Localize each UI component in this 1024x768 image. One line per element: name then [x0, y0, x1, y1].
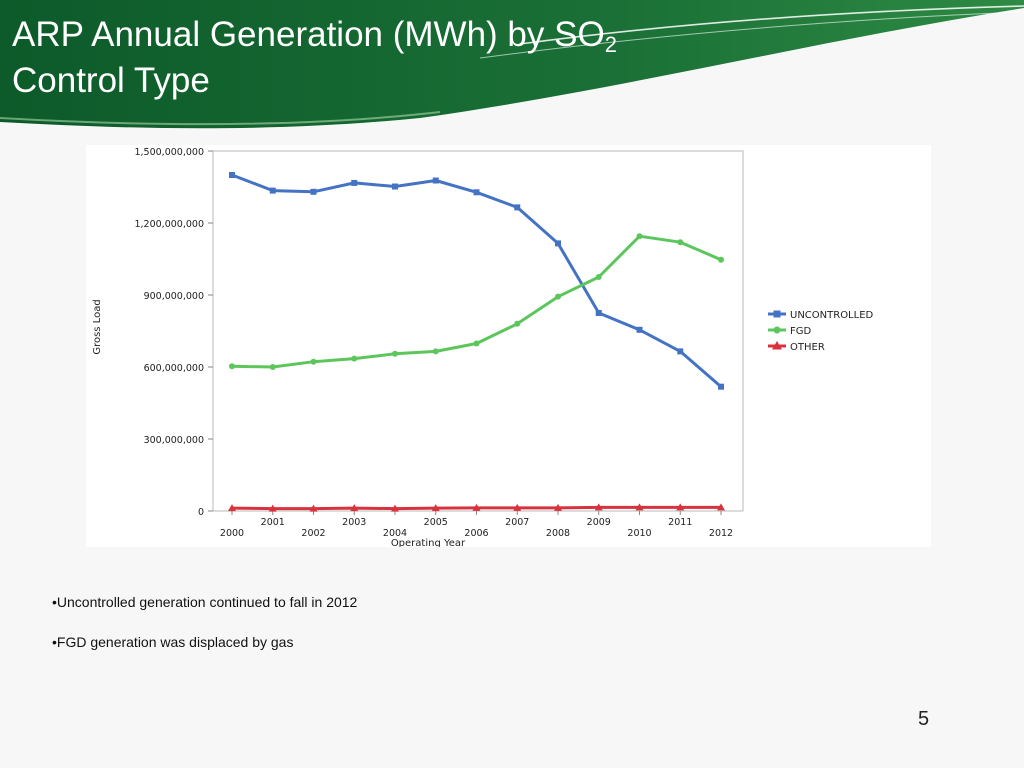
header-banner: [0, 0, 1024, 129]
y-tick-label: 300,000,000: [144, 435, 204, 446]
data-point-fgd: [636, 233, 643, 240]
series-line-fgd: [231, 234, 722, 369]
y-tick-label: 0: [198, 507, 204, 518]
data-point-uncontrolled: [718, 383, 724, 390]
data-point-fgd: [310, 358, 317, 365]
y-tick-label: 1,200,000,000: [134, 219, 204, 230]
title-line2: Control Type: [12, 61, 210, 100]
x-tick-label: 2010: [627, 528, 651, 539]
data-point-uncontrolled: [514, 204, 521, 211]
y-tick-label: 600,000,000: [144, 363, 204, 374]
data-point-fgd: [595, 274, 602, 280]
line-chart: 0 300,000,000 600,000,000 900,000,000 1,200,…: [92, 147, 874, 547]
data-point-other: [350, 504, 359, 512]
legend-marker-other: [772, 341, 782, 350]
data-point-fgd: [269, 364, 276, 370]
data-point-fgd: [555, 293, 561, 300]
data-point-other: [309, 504, 318, 512]
slide-title: ARP Annual Generation (MWh) by SO2 Contro…: [12, 12, 617, 104]
plot-frame: [212, 150, 744, 512]
data-point-fgd: [229, 363, 235, 370]
data-point-other: [513, 503, 522, 511]
data-point-fgd: [677, 239, 684, 246]
x-tick-label: 2007: [505, 517, 529, 528]
data-point-other: [554, 503, 562, 511]
title-subscript: 2: [604, 32, 617, 57]
chart-panel: 0 300,000,000 600,000,000 900,000,000 1,200,…: [86, 145, 931, 547]
data-point-uncontrolled: [310, 188, 317, 195]
bullet-item: •Uncontrolled generation continued to fa…: [52, 594, 358, 610]
data-point-fgd: [432, 348, 439, 355]
x-tick-label: 2009: [587, 517, 611, 528]
legend-marker-uncontrolled: [773, 310, 781, 318]
legend-label-uncontrolled: UNCONTROLLED: [790, 310, 874, 321]
data-point-uncontrolled: [229, 172, 235, 178]
data-point-uncontrolled: [269, 187, 276, 194]
x-tick-label: 2000: [220, 528, 244, 539]
data-point-uncontrolled: [677, 348, 684, 355]
y-axis-title: Gross Load: [92, 299, 103, 354]
data-point-fgd: [392, 350, 398, 357]
legend-label-other: OTHER: [790, 342, 825, 353]
data-point-other: [391, 504, 399, 512]
data-point-uncontrolled: [636, 326, 643, 333]
x-tick-label: 2008: [546, 528, 570, 539]
data-point-other: [431, 504, 440, 512]
y-tick-label: 1,500,000,000: [134, 147, 204, 158]
x-tick-label: 2004: [383, 528, 407, 539]
x-tick-label: 2002: [301, 528, 325, 539]
x-tick-label: 2012: [709, 528, 733, 539]
data-point-uncontrolled: [595, 310, 602, 316]
data-point-uncontrolled: [392, 183, 398, 190]
legend-label-fgd: FGD: [790, 326, 812, 337]
data-point-other: [635, 503, 644, 511]
data-point-other: [717, 503, 725, 511]
x-tick-label: 2001: [261, 517, 285, 528]
data-point-uncontrolled: [351, 179, 358, 186]
x-tick-label: 2005: [424, 517, 448, 528]
x-tick-label: 2011: [668, 517, 692, 528]
x-tick-label: 2003: [342, 517, 366, 528]
slide-number: 5: [918, 708, 930, 730]
data-point-other: [594, 503, 603, 511]
x-tick-label: 2006: [464, 528, 488, 539]
data-point-uncontrolled: [432, 177, 439, 184]
x-axis-title: Operating Year: [391, 538, 466, 547]
data-point-fgd: [514, 320, 521, 327]
series-line-uncontrolled: [231, 173, 722, 388]
bullet-list: •Uncontrolled generation continued to fa…: [52, 592, 357, 672]
data-point-uncontrolled: [473, 189, 480, 196]
legend-marker-fgd: [773, 326, 781, 334]
data-point-other: [676, 503, 685, 511]
data-point-other: [472, 503, 481, 511]
data-point-fgd: [718, 256, 724, 263]
data-point-other: [228, 504, 236, 512]
data-point-fgd: [473, 340, 480, 347]
y-tick-label: 900,000,000: [144, 291, 204, 302]
data-point-other: [268, 504, 277, 512]
bullet-item: •FGD generation was displaced by gas: [52, 634, 294, 650]
title-line1-text: ARP Annual Generation (MWh) by SO: [12, 15, 605, 54]
data-point-fgd: [351, 355, 358, 362]
data-point-uncontrolled: [555, 240, 561, 247]
